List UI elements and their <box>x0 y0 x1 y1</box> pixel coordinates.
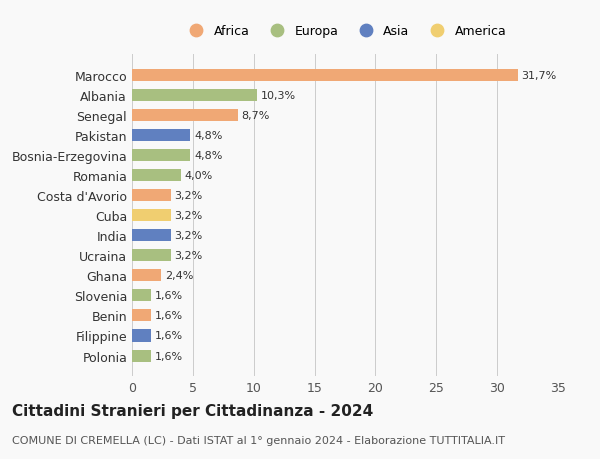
Bar <box>132 170 181 182</box>
Text: 1,6%: 1,6% <box>155 331 183 341</box>
Bar <box>132 210 171 222</box>
Bar <box>132 70 518 82</box>
Bar <box>132 250 171 262</box>
Bar <box>132 350 151 362</box>
Text: 3,2%: 3,2% <box>175 231 203 241</box>
Bar <box>132 190 171 202</box>
Text: 31,7%: 31,7% <box>521 71 557 81</box>
Text: 1,6%: 1,6% <box>155 351 183 361</box>
Text: 4,0%: 4,0% <box>184 171 212 181</box>
Text: 2,4%: 2,4% <box>165 271 193 281</box>
Text: Cittadini Stranieri per Cittadinanza - 2024: Cittadini Stranieri per Cittadinanza - 2… <box>12 403 373 418</box>
Text: 1,6%: 1,6% <box>155 311 183 321</box>
Bar <box>132 330 151 342</box>
Text: 8,7%: 8,7% <box>242 111 270 121</box>
Text: 3,2%: 3,2% <box>175 191 203 201</box>
Text: 10,3%: 10,3% <box>261 91 296 101</box>
Bar <box>132 270 161 282</box>
Text: COMUNE DI CREMELLA (LC) - Dati ISTAT al 1° gennaio 2024 - Elaborazione TUTTITALI: COMUNE DI CREMELLA (LC) - Dati ISTAT al … <box>12 435 505 445</box>
Text: 3,2%: 3,2% <box>175 211 203 221</box>
Text: 4,8%: 4,8% <box>194 151 223 161</box>
Text: 4,8%: 4,8% <box>194 131 223 141</box>
Bar <box>132 130 190 142</box>
Bar <box>132 230 171 242</box>
Legend: Africa, Europa, Asia, America: Africa, Europa, Asia, America <box>179 20 511 43</box>
Bar <box>132 90 257 102</box>
Bar <box>132 310 151 322</box>
Bar <box>132 290 151 302</box>
Bar <box>132 110 238 122</box>
Text: 1,6%: 1,6% <box>155 291 183 301</box>
Text: 3,2%: 3,2% <box>175 251 203 261</box>
Bar <box>132 150 190 162</box>
